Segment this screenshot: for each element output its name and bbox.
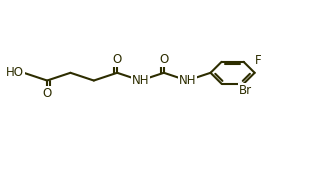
Text: Br: Br (239, 84, 252, 97)
Text: O: O (113, 53, 122, 66)
Text: O: O (42, 87, 52, 100)
Text: NH: NH (178, 74, 196, 87)
Text: F: F (255, 54, 262, 67)
Text: O: O (159, 53, 168, 66)
Text: NH: NH (132, 74, 149, 87)
Text: HO: HO (6, 66, 24, 79)
